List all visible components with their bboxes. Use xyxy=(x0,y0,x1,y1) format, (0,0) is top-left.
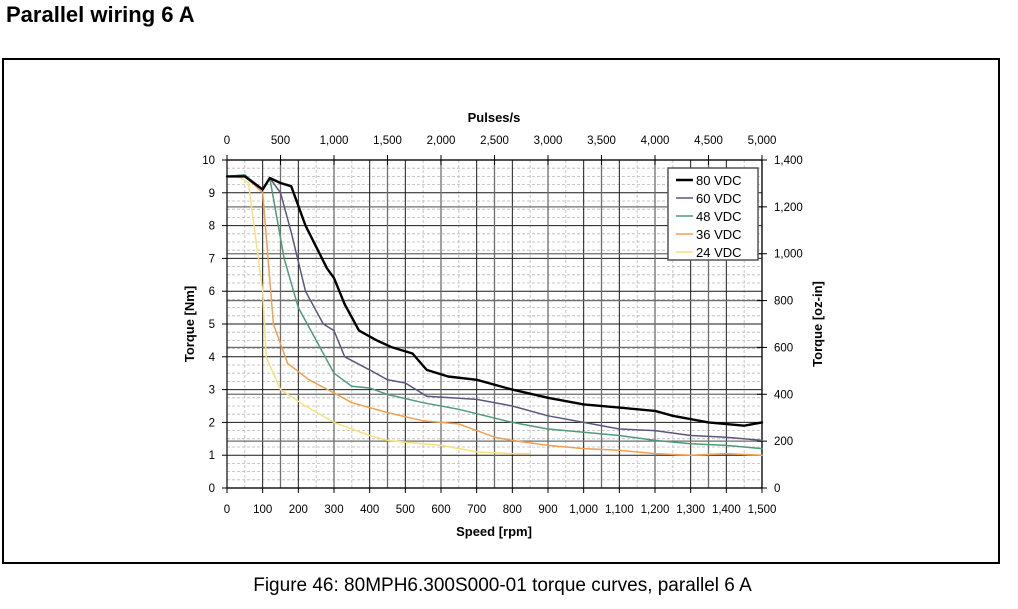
x-tick-label: 900 xyxy=(538,504,557,516)
y-tick-label: 8 xyxy=(209,221,215,233)
series-line-24-vdc xyxy=(226,175,531,455)
y-tick-label: 10 xyxy=(202,155,215,167)
x-tick-label: 800 xyxy=(503,504,522,516)
x-tick-label: 0 xyxy=(224,504,230,516)
y-tick-label: 3 xyxy=(209,385,215,397)
y-tick-label: 7 xyxy=(209,253,215,265)
x2-axis-title: Pulses/s xyxy=(468,110,521,125)
x2-tick-label: 0 xyxy=(224,135,230,147)
series-line-60-vdc xyxy=(226,175,763,442)
x2-tick-label: 2,000 xyxy=(427,135,456,147)
x-tick-label: 400 xyxy=(360,504,379,516)
legend-box xyxy=(667,167,759,261)
y-tick-label: 6 xyxy=(209,286,215,298)
x2-tick-label: 3,000 xyxy=(534,135,563,147)
y2-tick-label: 200 xyxy=(774,436,793,448)
x-tick-label: 1,300 xyxy=(676,504,705,516)
y-tick-label: 5 xyxy=(209,319,215,331)
x2-tick-label: 1,000 xyxy=(320,135,349,147)
y-tick-label: 0 xyxy=(209,483,215,495)
x-tick-label: 1,400 xyxy=(712,504,741,516)
legend-label: 36 VDC xyxy=(696,227,742,242)
legend-label: 60 VDC xyxy=(696,191,742,206)
legend-label: 80 VDC xyxy=(696,173,742,188)
x2-tick-label: 1,500 xyxy=(373,135,402,147)
y2-tick-label: 400 xyxy=(774,389,793,401)
x2-tick-label: 4,500 xyxy=(694,135,723,147)
series-line-80-vdc xyxy=(225,175,764,427)
x-tick-label: 1,000 xyxy=(569,504,598,516)
legend-label: 48 VDC xyxy=(696,209,742,224)
y2-tick-label: 1,400 xyxy=(774,155,803,167)
x-tick-label: 1,500 xyxy=(748,504,777,516)
series-line-36-vdc xyxy=(226,175,763,456)
y-axis-title: Torque [Nm] xyxy=(182,286,197,362)
axes: 0 100 200 300 400 500 600 700 800 900 1,000 1,100 1,… xyxy=(202,135,803,516)
x-tick-label: 100 xyxy=(253,504,272,516)
x-tick-label: 600 xyxy=(431,504,450,516)
x2-tick-label: 2,500 xyxy=(480,135,509,147)
series-group xyxy=(225,174,764,456)
x-axis-title: Speed [rpm] xyxy=(456,524,532,539)
x2-tick-label: 500 xyxy=(271,135,290,147)
series-line-48-vdc xyxy=(226,174,763,450)
y2-tick-label: 0 xyxy=(774,483,780,495)
figure-caption: Figure 46: 80MPH6.300S000-01 torque curv… xyxy=(253,575,752,596)
figure-frame xyxy=(2,58,1000,564)
y2-axis-title: Torque [oz-in] xyxy=(810,281,825,367)
legend-label: 24 VDC xyxy=(696,245,742,260)
y-tick-label: 9 xyxy=(209,188,215,200)
x2-tick-label: 5,000 xyxy=(748,135,777,147)
x-tick-label: 500 xyxy=(396,504,415,516)
section-heading: Parallel wiring 6 A xyxy=(6,2,195,27)
x-tick-label: 200 xyxy=(289,504,308,516)
x2-tick-label: 4,000 xyxy=(641,135,670,147)
x2-tick-label: 3,500 xyxy=(587,135,616,147)
y2-tick-label: 800 xyxy=(774,296,793,308)
y-tick-label: 2 xyxy=(209,417,215,429)
x-tick-label: 700 xyxy=(467,504,486,516)
y-tick-label: 1 xyxy=(209,450,215,462)
x-tick-label: 300 xyxy=(324,504,343,516)
x-tick-label: 1,100 xyxy=(605,504,634,516)
y2-tick-label: 1,200 xyxy=(774,202,803,214)
legend: 80 VDC 60 VDC 48 VDC 36 VDC 24 VDC xyxy=(667,167,759,261)
y2-tick-label: 600 xyxy=(774,342,793,354)
x-tick-label: 1,200 xyxy=(641,504,670,516)
y2-tick-label: 1,000 xyxy=(774,249,803,261)
y-tick-label: 4 xyxy=(209,352,216,364)
